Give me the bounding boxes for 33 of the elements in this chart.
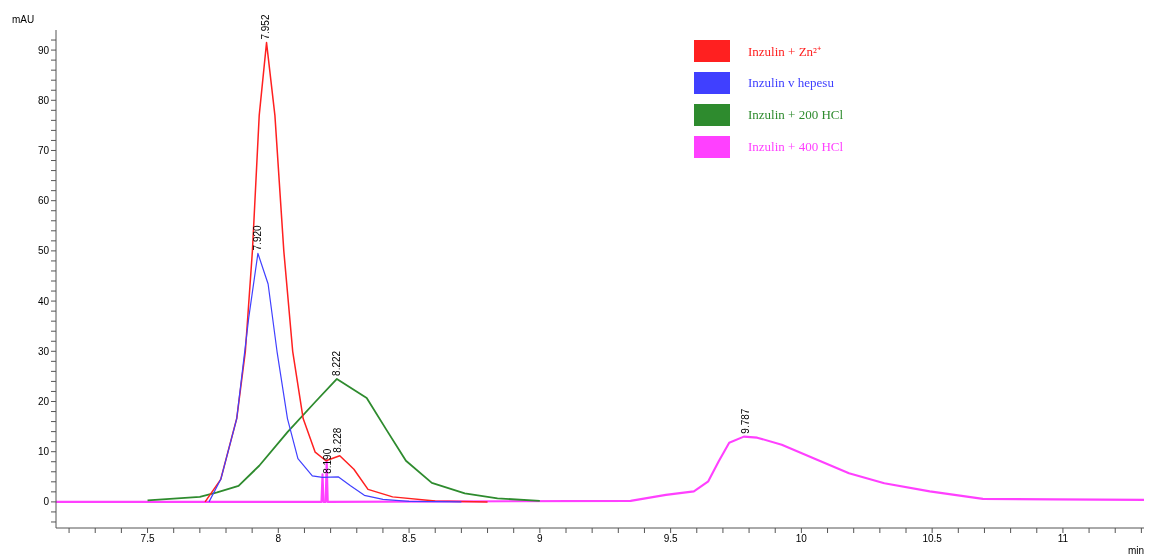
y-tick-label: 50 [37, 245, 50, 257]
y-tick-label: 30 [37, 345, 50, 357]
y-tick-label: 70 [37, 145, 50, 157]
x-tick-label: 8.5 [402, 533, 417, 545]
legend-label: Inzulin + Zn²⁺ [748, 43, 821, 60]
y-tick-label: 90 [37, 44, 50, 56]
y-tick-label: 80 [37, 94, 50, 106]
x-axis-title: min [1127, 545, 1144, 556]
x-tick-label: 7.5 [140, 533, 155, 545]
line-series [204, 41, 489, 503]
annotation: 7.952 [260, 14, 272, 40]
x-tick-label: 10 [795, 533, 808, 545]
y-tick-label: 10 [37, 446, 50, 458]
x-tick-label: 9 [537, 533, 544, 545]
annotation: 7.920 [251, 224, 263, 251]
annotation: 9.787 [740, 408, 752, 434]
legend-label: Inzulin + 400 HCl [748, 139, 844, 155]
y-tick-label: 40 [37, 295, 50, 307]
y-tick-label: 0 [43, 496, 50, 508]
annotation: 8.222 [330, 350, 342, 376]
legend-label: Inzulin + 200 HCl [748, 107, 844, 123]
y-axis-title: mAU [12, 14, 35, 26]
legend-label: Inzulin v hepesu [748, 75, 834, 91]
x-tick-label: 9.5 [663, 533, 678, 545]
annotation: 8.228 [332, 427, 344, 453]
line-series [208, 252, 462, 503]
x-tick-label: 10.5 [922, 533, 943, 545]
x-tick-label: 11 [1057, 533, 1069, 545]
y-tick-label: 60 [37, 195, 50, 207]
annotation: 8.190 [322, 448, 334, 474]
line-series [146, 378, 541, 502]
y-tick-label: 20 [37, 396, 50, 408]
x-tick-label: 8 [275, 533, 282, 545]
